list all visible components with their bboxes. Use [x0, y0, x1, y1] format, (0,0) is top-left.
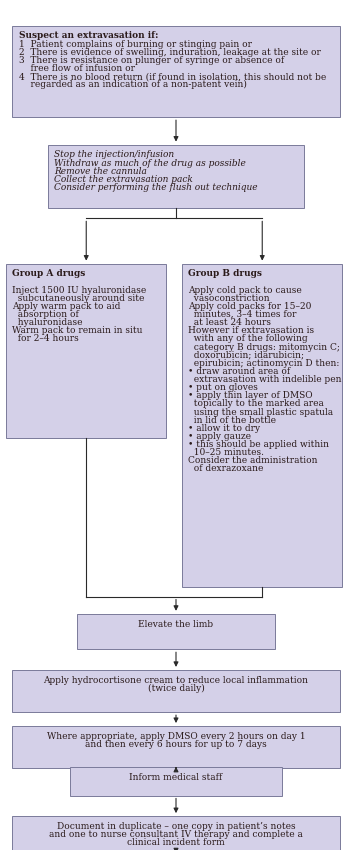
Text: and one to nurse consultant IV therapy and complete a: and one to nurse consultant IV therapy a… — [49, 830, 303, 839]
Text: 10–25 minutes.: 10–25 minutes. — [189, 448, 264, 457]
Text: with any of the following: with any of the following — [189, 334, 308, 343]
Text: doxorubicin; idarubicin;: doxorubicin; idarubicin; — [189, 351, 304, 360]
Text: at least 24 hours: at least 24 hours — [189, 318, 271, 327]
Text: Group B drugs: Group B drugs — [189, 269, 262, 279]
Text: regarded as an indication of a non-patent vein): regarded as an indication of a non-paten… — [19, 80, 246, 89]
Text: Stop the injection/infusion: Stop the injection/infusion — [54, 150, 174, 160]
Text: Apply hydrocortisone cream to reduce local inflammation: Apply hydrocortisone cream to reduce loc… — [44, 676, 308, 685]
Text: Inject 1500 IU hyaluronidase: Inject 1500 IU hyaluronidase — [12, 286, 147, 295]
Text: • this should be applied within: • this should be applied within — [189, 440, 329, 449]
FancyBboxPatch shape — [48, 144, 304, 208]
Text: category B drugs: mitomycin C;: category B drugs: mitomycin C; — [189, 343, 340, 352]
Text: topically to the marked area: topically to the marked area — [189, 400, 325, 409]
Text: Consider the administration: Consider the administration — [189, 456, 318, 465]
Text: Apply warm pack to aid: Apply warm pack to aid — [12, 302, 121, 311]
FancyBboxPatch shape — [12, 26, 340, 117]
Text: 3  There is resistance on plunger of syringe or absence of: 3 There is resistance on plunger of syri… — [19, 56, 284, 65]
Text: epirubicin; actinomycin D then:: epirubicin; actinomycin D then: — [189, 359, 340, 368]
FancyBboxPatch shape — [70, 767, 282, 796]
Text: free flow of infusion or: free flow of infusion or — [19, 64, 135, 73]
Text: absorption of: absorption of — [12, 310, 79, 319]
Text: • allow it to dry: • allow it to dry — [189, 424, 260, 433]
Text: • apply gauze: • apply gauze — [189, 432, 251, 441]
Text: Group A drugs: Group A drugs — [12, 269, 86, 279]
Text: Apply cold pack to cause: Apply cold pack to cause — [189, 286, 302, 295]
Text: Suspect an extravasation if:: Suspect an extravasation if: — [19, 31, 158, 41]
Text: Inform medical staff: Inform medical staff — [130, 773, 222, 782]
Text: Apply cold packs for 15–20: Apply cold packs for 15–20 — [189, 302, 312, 311]
Text: minutes, 3–4 times for: minutes, 3–4 times for — [189, 310, 297, 319]
Text: Consider performing the flush out technique: Consider performing the flush out techni… — [54, 183, 257, 192]
Text: using the small plastic spatula: using the small plastic spatula — [189, 408, 334, 416]
Text: hyaluronidase: hyaluronidase — [12, 318, 83, 327]
Text: • put on gloves: • put on gloves — [189, 383, 258, 392]
Text: Remove the cannula: Remove the cannula — [54, 167, 147, 176]
Text: Collect the extravasation pack: Collect the extravasation pack — [54, 175, 193, 184]
Text: Document in duplicate – one copy in patient’s notes: Document in duplicate – one copy in pati… — [57, 822, 295, 831]
Text: of dexrazoxane: of dexrazoxane — [189, 464, 264, 473]
Text: clinical incident form: clinical incident form — [127, 838, 225, 847]
Text: Where appropriate, apply DMSO every 2 hours on day 1: Where appropriate, apply DMSO every 2 ho… — [47, 732, 305, 741]
Text: Warm pack to remain in situ: Warm pack to remain in situ — [12, 326, 143, 336]
FancyBboxPatch shape — [182, 264, 342, 586]
FancyBboxPatch shape — [12, 726, 340, 768]
Text: for 2–4 hours: for 2–4 hours — [12, 334, 79, 343]
Text: in lid of the bottle: in lid of the bottle — [189, 416, 277, 425]
Text: 4  There is no blood return (if found in isolation, this should not be: 4 There is no blood return (if found in … — [19, 72, 326, 81]
Text: 1  Patient complains of burning or stinging pain or: 1 Patient complains of burning or stingi… — [19, 40, 252, 48]
Text: extravasation with indelible pen: extravasation with indelible pen — [189, 375, 342, 384]
FancyBboxPatch shape — [77, 614, 275, 649]
FancyBboxPatch shape — [12, 670, 340, 712]
FancyBboxPatch shape — [12, 816, 340, 850]
Text: and then every 6 hours for up to 7 days: and then every 6 hours for up to 7 days — [85, 740, 267, 749]
Text: subcutaneously around site: subcutaneously around site — [12, 294, 145, 303]
Text: Withdraw as much of the drug as possible: Withdraw as much of the drug as possible — [54, 159, 246, 167]
Text: • apply thin layer of DMSO: • apply thin layer of DMSO — [189, 391, 313, 400]
Text: Elevate the limb: Elevate the limb — [138, 620, 214, 629]
Text: vasoconstriction: vasoconstriction — [189, 294, 270, 303]
FancyBboxPatch shape — [6, 264, 166, 438]
Text: 2  There is evidence of swelling, induration, leakage at the site or: 2 There is evidence of swelling, indurat… — [19, 48, 321, 57]
Text: • draw around area of: • draw around area of — [189, 367, 291, 376]
Text: (twice daily): (twice daily) — [147, 684, 205, 693]
Text: However if extravasation is: However if extravasation is — [189, 326, 315, 336]
